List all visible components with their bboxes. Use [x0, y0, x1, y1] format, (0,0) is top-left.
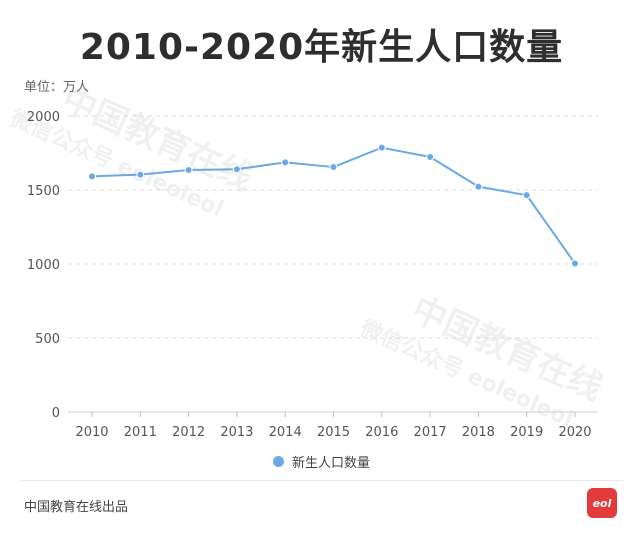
- data-point-2017: [426, 152, 435, 161]
- x-tick-label-2010: 2010: [75, 425, 108, 440]
- data-point-2016: [377, 143, 386, 152]
- eol-logo: eol: [587, 488, 617, 518]
- y-tick-label-1000: 1000: [27, 258, 60, 273]
- x-tick-label-2011: 2011: [124, 425, 157, 440]
- data-point-2020: [571, 259, 579, 268]
- unit-label: 单位：万人: [24, 80, 90, 95]
- chart-title: 2010-2020年新生人口数量: [79, 27, 564, 68]
- x-tick-label-2018: 2018: [462, 425, 495, 440]
- legend-marker: [272, 456, 284, 467]
- legend-label: 新生人口数量: [291, 456, 370, 471]
- legend[interactable]: 新生人口数量: [0, 452, 643, 471]
- data-point-2018: [474, 182, 483, 191]
- y-tick-label-2000: 2000: [27, 110, 60, 125]
- x-tick-label-2017: 2017: [414, 425, 447, 440]
- data-point-2013: [232, 165, 241, 174]
- data-point-2014: [281, 158, 290, 167]
- x-tick-label-2012: 2012: [172, 425, 205, 440]
- x-tick-label-2016: 2016: [365, 425, 398, 440]
- y-tick-label-0: 0: [52, 406, 60, 421]
- data-point-2010: [88, 172, 96, 181]
- x-tick-label-2014: 2014: [269, 425, 302, 440]
- data-point-2015: [329, 163, 338, 172]
- x-tick-label-2019: 2019: [510, 425, 543, 440]
- data-point-2011: [136, 170, 145, 179]
- x-tick-label-2013: 2013: [220, 425, 253, 440]
- footer-credit: 中国教育在线出品: [24, 500, 129, 515]
- data-point-2012: [184, 166, 193, 175]
- data-point-2019: [522, 191, 531, 200]
- x-tick-label-2015: 2015: [317, 425, 350, 440]
- y-tick-label-500: 500: [35, 332, 60, 347]
- line-chart: 0 500 1000 1500 2000 2010 2011 2012 2013 2014 2015…: [27, 110, 598, 440]
- footer-divider: [20, 480, 623, 481]
- x-tick-label-2020: 2020: [558, 425, 591, 440]
- y-tick-label-1500: 1500: [27, 184, 60, 199]
